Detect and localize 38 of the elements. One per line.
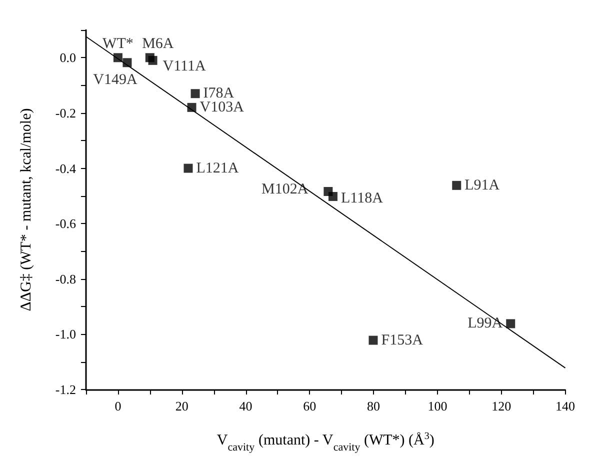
- annotation: V111A: [162, 58, 206, 74]
- point: [148, 56, 158, 65]
- x-tick-label: 120: [492, 398, 512, 414]
- x-tick-label: 0: [114, 398, 122, 414]
- y-tick-label: -0.6: [55, 216, 76, 232]
- y-tick-label: -1.0: [55, 326, 76, 342]
- y-tick-label: -1.2: [55, 382, 76, 397]
- y-tick-label: -0.2: [55, 105, 76, 120]
- point: [368, 336, 378, 345]
- annotation: I78A: [203, 86, 234, 102]
- y-tick-label: -0.8: [55, 271, 76, 286]
- point: [122, 58, 132, 68]
- annotation: F153A: [381, 332, 424, 348]
- y-tick-label: 0.0: [60, 50, 76, 66]
- x-tick-label: 80: [367, 398, 380, 414]
- point: [190, 89, 200, 98]
- annotation: M102A: [262, 182, 308, 198]
- annotation: L91A: [464, 177, 500, 194]
- annotation: L118A: [340, 190, 384, 206]
- x-tick-label: 60: [303, 398, 316, 414]
- x-tick-label: 20: [175, 398, 188, 414]
- x-tick-label: 140: [556, 398, 575, 414]
- point: [113, 53, 122, 62]
- point: [506, 319, 516, 328]
- point: [452, 180, 462, 190]
- x-tick-label: 100: [428, 398, 448, 414]
- point: [187, 102, 196, 112]
- x-tick-label: 40: [239, 398, 252, 414]
- annotation: L99A: [468, 316, 503, 332]
- y-axis-title: ΔΔG‡ (WT* - mutant, kcal/mole): [18, 108, 34, 312]
- annotation: V103A: [200, 99, 244, 116]
- point: [184, 164, 193, 173]
- point: [328, 192, 338, 201]
- annotation: WT*: [102, 36, 134, 52]
- annotation: L121A: [196, 160, 239, 176]
- y-tick-label: -0.4: [55, 160, 76, 176]
- annotation: V149A: [93, 72, 138, 88]
- annotation: M6A: [142, 36, 174, 52]
